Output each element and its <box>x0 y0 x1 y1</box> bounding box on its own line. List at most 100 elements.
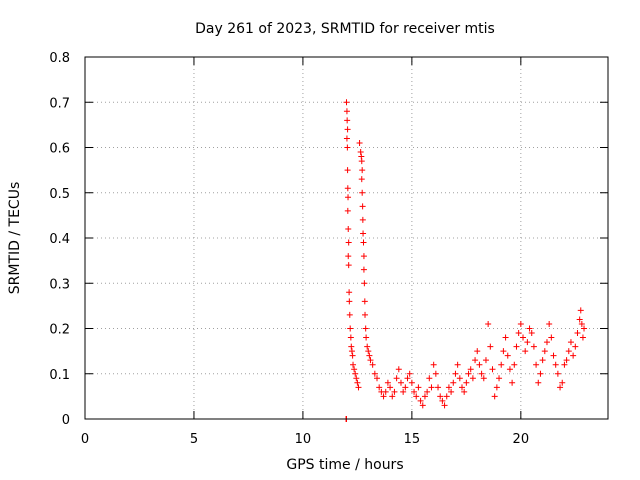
data-point <box>382 388 389 395</box>
data-point <box>408 379 415 386</box>
data-series <box>343 99 588 422</box>
data-point <box>345 194 352 201</box>
data-point <box>548 334 555 341</box>
data-point <box>346 311 353 318</box>
data-point <box>361 298 368 305</box>
data-point <box>360 266 367 273</box>
data-point <box>348 348 355 355</box>
data-point <box>480 375 487 382</box>
data-point <box>346 289 353 296</box>
data-point <box>570 352 577 359</box>
data-point <box>359 189 366 196</box>
data-point <box>421 393 428 400</box>
y-tick-label: 0.2 <box>49 323 70 338</box>
data-point <box>465 370 472 377</box>
data-point <box>432 370 439 377</box>
data-point <box>366 352 373 359</box>
data-point <box>437 393 444 400</box>
data-point <box>344 117 351 124</box>
data-point <box>348 343 355 350</box>
data-point <box>458 384 465 391</box>
y-tick-label: 0.8 <box>49 51 70 66</box>
x-tick-label: 15 <box>404 432 421 447</box>
data-point <box>358 158 365 165</box>
data-point <box>345 262 352 269</box>
x-axis-label: GPS time / hours <box>286 457 403 473</box>
data-point <box>343 99 350 106</box>
data-point <box>563 357 570 364</box>
data-point <box>554 370 561 377</box>
data-point <box>489 366 496 373</box>
data-point <box>347 334 354 341</box>
data-point <box>351 366 358 373</box>
data-point <box>476 361 483 368</box>
data-point <box>478 370 485 377</box>
data-point <box>353 375 360 382</box>
data-point <box>346 298 353 305</box>
data-point <box>445 384 452 391</box>
data-point <box>362 325 369 332</box>
data-point <box>443 393 450 400</box>
data-point <box>487 343 494 350</box>
data-point <box>406 370 413 377</box>
data-point <box>415 384 422 391</box>
data-point <box>567 339 574 346</box>
data-point <box>395 366 402 373</box>
data-point <box>528 330 535 337</box>
data-point <box>450 379 457 386</box>
data-point <box>350 361 357 368</box>
data-point <box>365 348 372 355</box>
data-point <box>391 388 398 395</box>
data-point <box>572 343 579 350</box>
data-point <box>359 216 366 223</box>
data-point <box>397 379 404 386</box>
data-point <box>550 352 557 359</box>
data-point <box>359 167 366 174</box>
data-point <box>349 352 356 359</box>
data-point <box>376 384 383 391</box>
y-tick-label: 0.3 <box>49 277 70 292</box>
data-point <box>361 280 368 287</box>
data-point <box>352 370 359 377</box>
data-point <box>496 375 503 382</box>
y-axis-ticks: 0 0.1 0.2 0.3 0.4 0.5 0.6 0.7 0.8 <box>49 51 608 428</box>
y-axis-label: SRMTID / TECUs <box>7 182 23 295</box>
data-point <box>561 361 568 368</box>
data-point <box>411 388 418 395</box>
data-point <box>347 325 354 332</box>
data-point <box>364 343 371 350</box>
data-point <box>581 325 588 332</box>
data-point <box>441 402 448 409</box>
data-point <box>506 366 513 373</box>
data-point <box>454 361 461 368</box>
data-point <box>537 370 544 377</box>
data-point <box>345 253 352 260</box>
data-point <box>535 379 542 386</box>
y-tick-label: 0.5 <box>49 187 70 202</box>
data-point <box>530 343 537 350</box>
data-point <box>522 348 529 355</box>
data-point <box>356 139 363 146</box>
data-point <box>358 176 365 183</box>
data-point <box>448 388 455 395</box>
data-point <box>557 384 564 391</box>
data-point <box>354 379 361 386</box>
x-tick-label: 20 <box>513 432 530 447</box>
data-point <box>359 203 366 210</box>
data-point <box>565 348 572 355</box>
data-point <box>345 225 352 232</box>
data-point <box>513 343 520 350</box>
data-point <box>343 135 350 142</box>
data-point <box>504 352 511 359</box>
data-point <box>344 207 351 214</box>
data-point <box>515 330 522 337</box>
grid <box>85 57 608 419</box>
data-point <box>472 357 479 364</box>
data-point <box>467 366 474 373</box>
y-tick-label: 0.7 <box>49 96 70 111</box>
data-point <box>485 320 492 327</box>
data-point <box>419 402 426 409</box>
data-point <box>355 384 362 391</box>
data-point <box>430 361 437 368</box>
data-point <box>413 393 420 400</box>
